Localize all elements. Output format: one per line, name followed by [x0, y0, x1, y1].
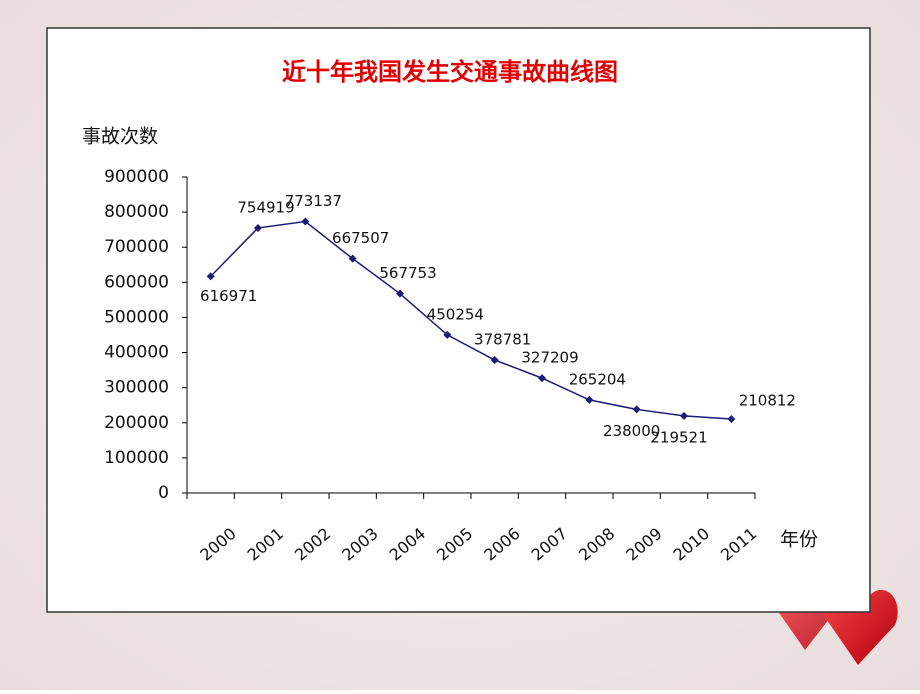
chart-title: 近十年我国发生交通事故曲线图 — [282, 58, 618, 86]
y-tick-label: 900000 — [104, 167, 169, 187]
data-label: 265204 — [569, 370, 626, 388]
marker — [206, 272, 215, 281]
y-axis-label: 事故次数 — [82, 126, 158, 148]
chart-frame — [46, 27, 871, 613]
data-label: 327209 — [521, 349, 578, 367]
x-axis-label: 年份 — [780, 529, 818, 551]
marker — [348, 254, 357, 263]
data-label: 667507 — [332, 229, 389, 247]
marker — [443, 330, 452, 339]
data-label: 378781 — [474, 331, 531, 349]
marker — [727, 414, 736, 423]
marker — [632, 405, 641, 414]
marker — [680, 411, 688, 420]
y-tick-label: 800000 — [104, 202, 169, 222]
y-tick-label: 300000 — [104, 378, 169, 398]
y-tick-label: 200000 — [104, 413, 169, 433]
line — [210, 220, 732, 420]
data-label: 616971 — [200, 287, 257, 305]
data-label: 210812 — [739, 391, 796, 409]
y-tick-label: 500000 — [104, 307, 169, 327]
y-tick-label: 100000 — [104, 448, 169, 468]
y-tick-label: 0 — [158, 483, 169, 503]
marker — [538, 374, 546, 383]
data-label: 219521 — [650, 428, 707, 446]
marker — [301, 217, 310, 226]
data-label: 773137 — [285, 192, 342, 210]
y-tick-label: 700000 — [104, 237, 169, 257]
data-label: 450254 — [427, 305, 484, 323]
data-label: 754919 — [237, 198, 294, 216]
y-tick-label: 400000 — [104, 343, 169, 363]
data-label: 238000 — [603, 422, 660, 440]
data-label: 567753 — [379, 264, 436, 282]
y-tick-label: 600000 — [104, 272, 169, 292]
marker — [396, 289, 404, 298]
marker — [254, 223, 262, 232]
marker — [585, 395, 594, 404]
marker — [490, 356, 499, 365]
